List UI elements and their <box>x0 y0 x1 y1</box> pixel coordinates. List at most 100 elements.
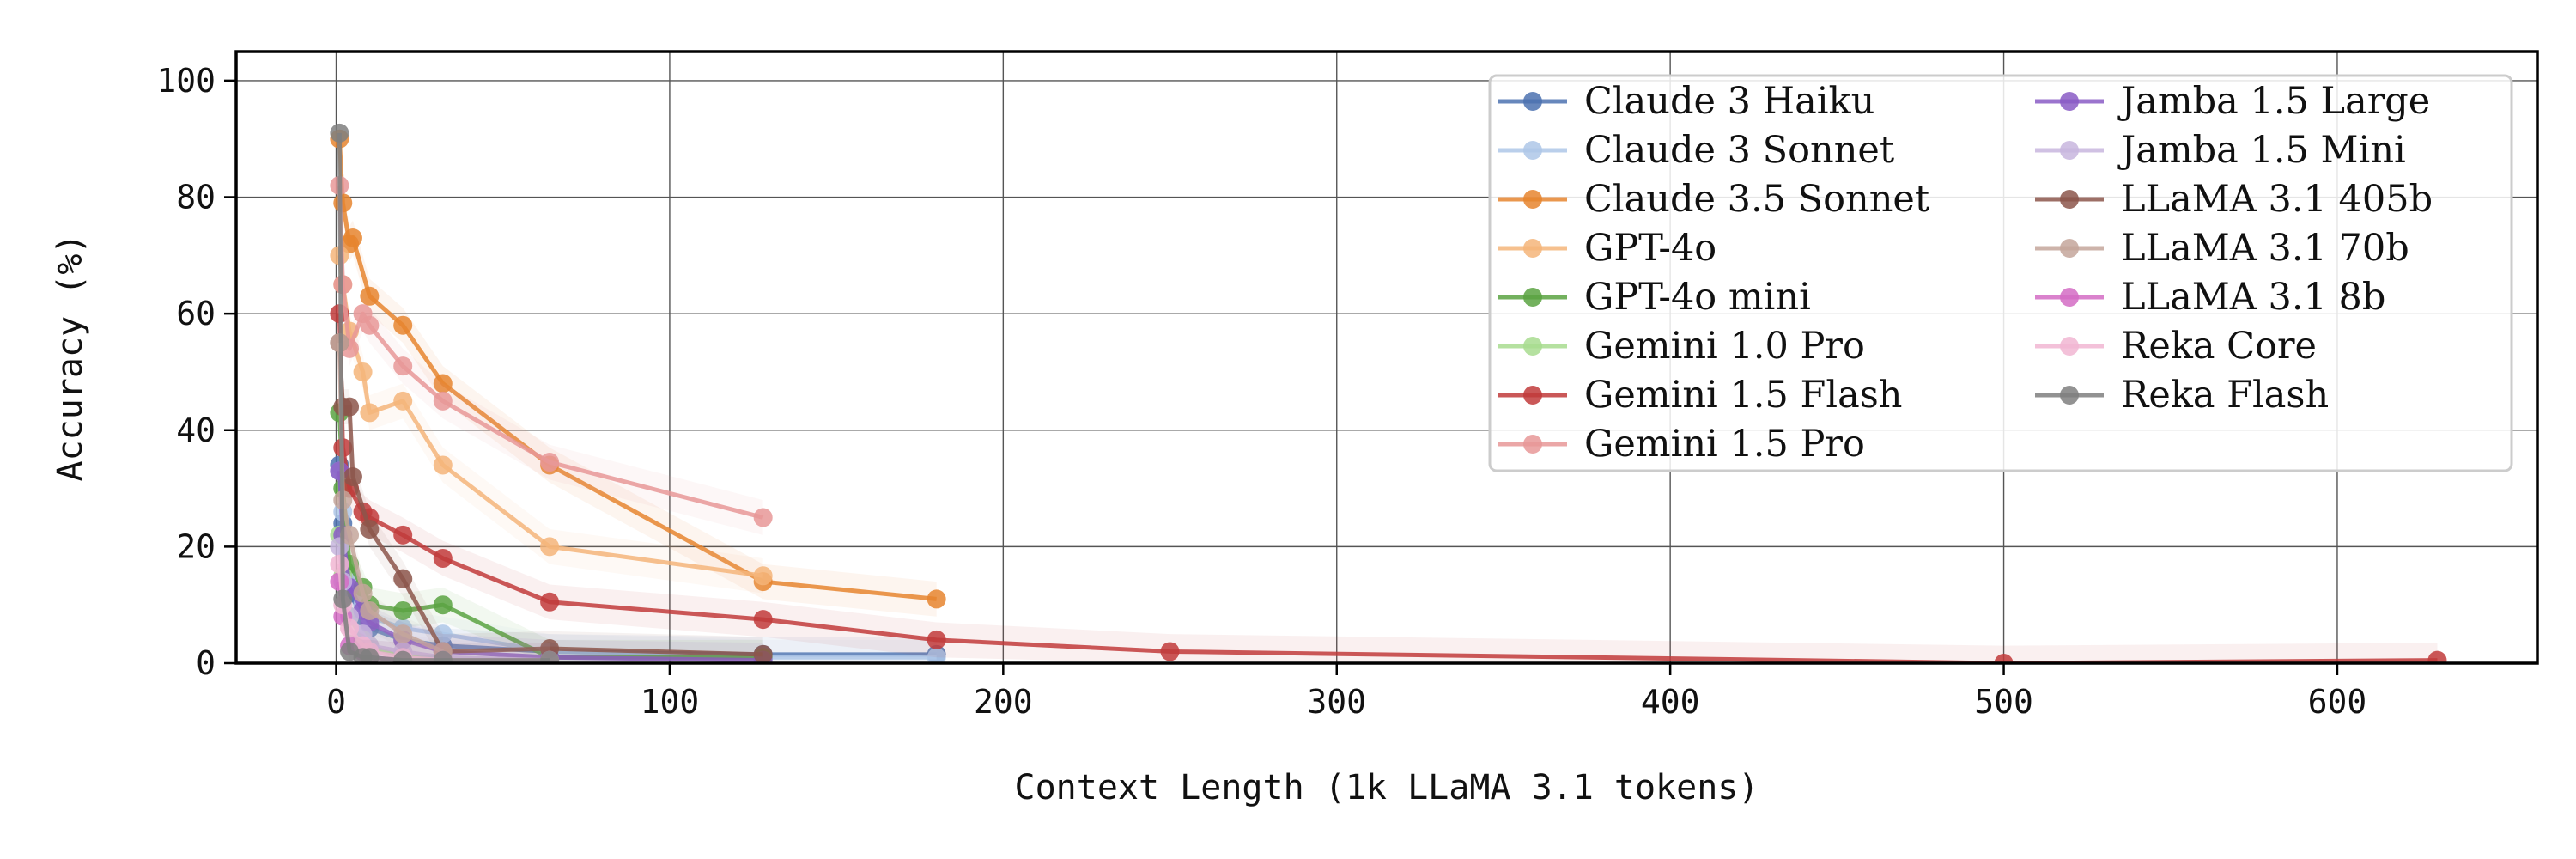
data-point <box>393 391 413 411</box>
legend-swatch-marker <box>2060 288 2079 307</box>
legend-swatch-marker <box>1523 141 1542 160</box>
legend-label: LLaMA 3.1 8b <box>2121 276 2385 319</box>
legend-label: Gemini 1.5 Flash <box>1584 374 1902 417</box>
y-tick-label: 60 <box>176 295 216 332</box>
data-point <box>753 508 773 527</box>
y-axis-label: Accuracy (%) <box>51 234 90 482</box>
x-tick-label: 300 <box>1307 683 1366 721</box>
legend-item: Gemini 1.0 Pro <box>1498 325 1865 368</box>
legend-label: Gemini 1.0 Pro <box>1584 325 1865 368</box>
data-point <box>433 650 453 663</box>
series-band <box>339 237 763 594</box>
legend-swatch-marker <box>2060 239 2079 258</box>
legend-label: Gemini 1.5 Pro <box>1584 423 1865 466</box>
legend-label: Jamba 1.5 Large <box>2117 80 2430 123</box>
legend-swatch-marker <box>1523 92 1542 111</box>
data-point <box>393 525 413 545</box>
y-tick-label: 80 <box>176 179 216 216</box>
data-point <box>330 554 349 574</box>
y-tick-label: 0 <box>196 644 216 682</box>
legend-label: Claude 3 Haiku <box>1584 80 1874 123</box>
legend-box <box>1488 74 2513 472</box>
series-layer <box>330 115 2447 663</box>
data-point <box>753 610 773 630</box>
legend-swatch-marker <box>1523 190 1542 209</box>
data-point <box>343 467 362 487</box>
data-point <box>393 600 413 620</box>
x-tick-label: 500 <box>1974 683 2033 721</box>
legend-swatch-marker <box>1523 386 1542 405</box>
legend-label: Jamba 1.5 Mini <box>2117 129 2406 172</box>
legend-swatch-marker <box>1523 435 1542 454</box>
data-point <box>753 566 773 586</box>
series-reka-flash <box>330 115 560 663</box>
legend-item: Claude 3 Sonnet <box>1498 129 1894 172</box>
legend-item: GPT-4o mini <box>1498 276 1811 319</box>
data-point <box>927 589 946 609</box>
legend-swatch-marker <box>2060 337 2079 356</box>
legend-item: GPT-4o <box>1498 227 1716 270</box>
data-point <box>1160 642 1180 661</box>
data-point <box>927 648 946 663</box>
data-point <box>433 391 453 411</box>
data-point <box>393 315 413 335</box>
data-point <box>540 453 560 472</box>
x-tick-label: 400 <box>1641 683 1700 721</box>
legend-item: LLaMA 3.1 70b <box>2035 227 2409 270</box>
data-point <box>433 374 453 393</box>
plot-frame <box>234 50 2539 665</box>
legend-swatch-marker <box>1523 288 1542 307</box>
data-point <box>2427 650 2447 663</box>
data-point <box>393 624 413 644</box>
data-point <box>360 600 380 620</box>
legend-swatch-marker <box>2060 386 2079 405</box>
data-point <box>343 228 362 247</box>
data-point <box>360 520 380 539</box>
axis-ticks: 0 100 200 300 400 500 600 0 20 40 60 80 100 <box>156 62 2366 721</box>
data-point <box>353 362 373 381</box>
data-point <box>360 286 380 306</box>
series-line <box>337 138 937 601</box>
legend-label: Reka Core <box>2121 325 2317 368</box>
data-point <box>433 548 453 568</box>
data-point <box>360 403 380 423</box>
legend-item: Claude 3 Haiku <box>1498 80 1874 123</box>
legend-label: GPT-4o <box>1584 227 1716 270</box>
data-point <box>340 525 360 545</box>
data-point <box>360 315 380 335</box>
data-point <box>330 123 349 143</box>
legend-label: Claude 3 Sonnet <box>1584 129 1894 172</box>
data-point <box>393 650 413 663</box>
legend-swatch-marker <box>1523 337 1542 356</box>
legend-label: GPT-4o mini <box>1584 276 1811 319</box>
x-tick-label: 200 <box>974 683 1033 721</box>
data-point <box>353 583 373 603</box>
data-point <box>333 193 353 213</box>
data-point <box>1994 654 2014 663</box>
x-tick-label: 100 <box>641 683 700 721</box>
legend-label: Reka Flash <box>2121 374 2329 417</box>
y-tick-label: 100 <box>156 62 216 100</box>
legend-item: Jamba 1.5 Mini <box>2035 129 2406 172</box>
legend-item: LLaMA 3.1 8b <box>2035 276 2385 319</box>
y-tick-label: 40 <box>176 411 216 449</box>
series-band <box>339 453 763 663</box>
x-tick-label: 600 <box>2308 683 2367 721</box>
series-gemini-1-5-pro <box>330 168 773 535</box>
data-point <box>393 356 413 376</box>
data-point <box>540 537 560 557</box>
data-point <box>333 589 353 609</box>
legend-item: Jamba 1.5 Large <box>2035 80 2430 123</box>
legend-item: Reka Core <box>2035 325 2317 368</box>
series-band <box>339 168 763 535</box>
legend-label: LLaMA 3.1 70b <box>2121 227 2409 270</box>
data-point <box>540 650 560 663</box>
legend-item: LLaMA 3.1 405b <box>2035 178 2433 221</box>
legend-item: Gemini 1.5 Pro <box>1498 423 1865 466</box>
data-point <box>393 569 413 588</box>
data-point <box>540 592 560 612</box>
data-point <box>333 275 353 295</box>
legend-swatch-marker <box>2060 141 2079 160</box>
legend: Claude 3 Haiku Claude 3 Sonnet Claude 3.5 … <box>1488 74 2513 472</box>
